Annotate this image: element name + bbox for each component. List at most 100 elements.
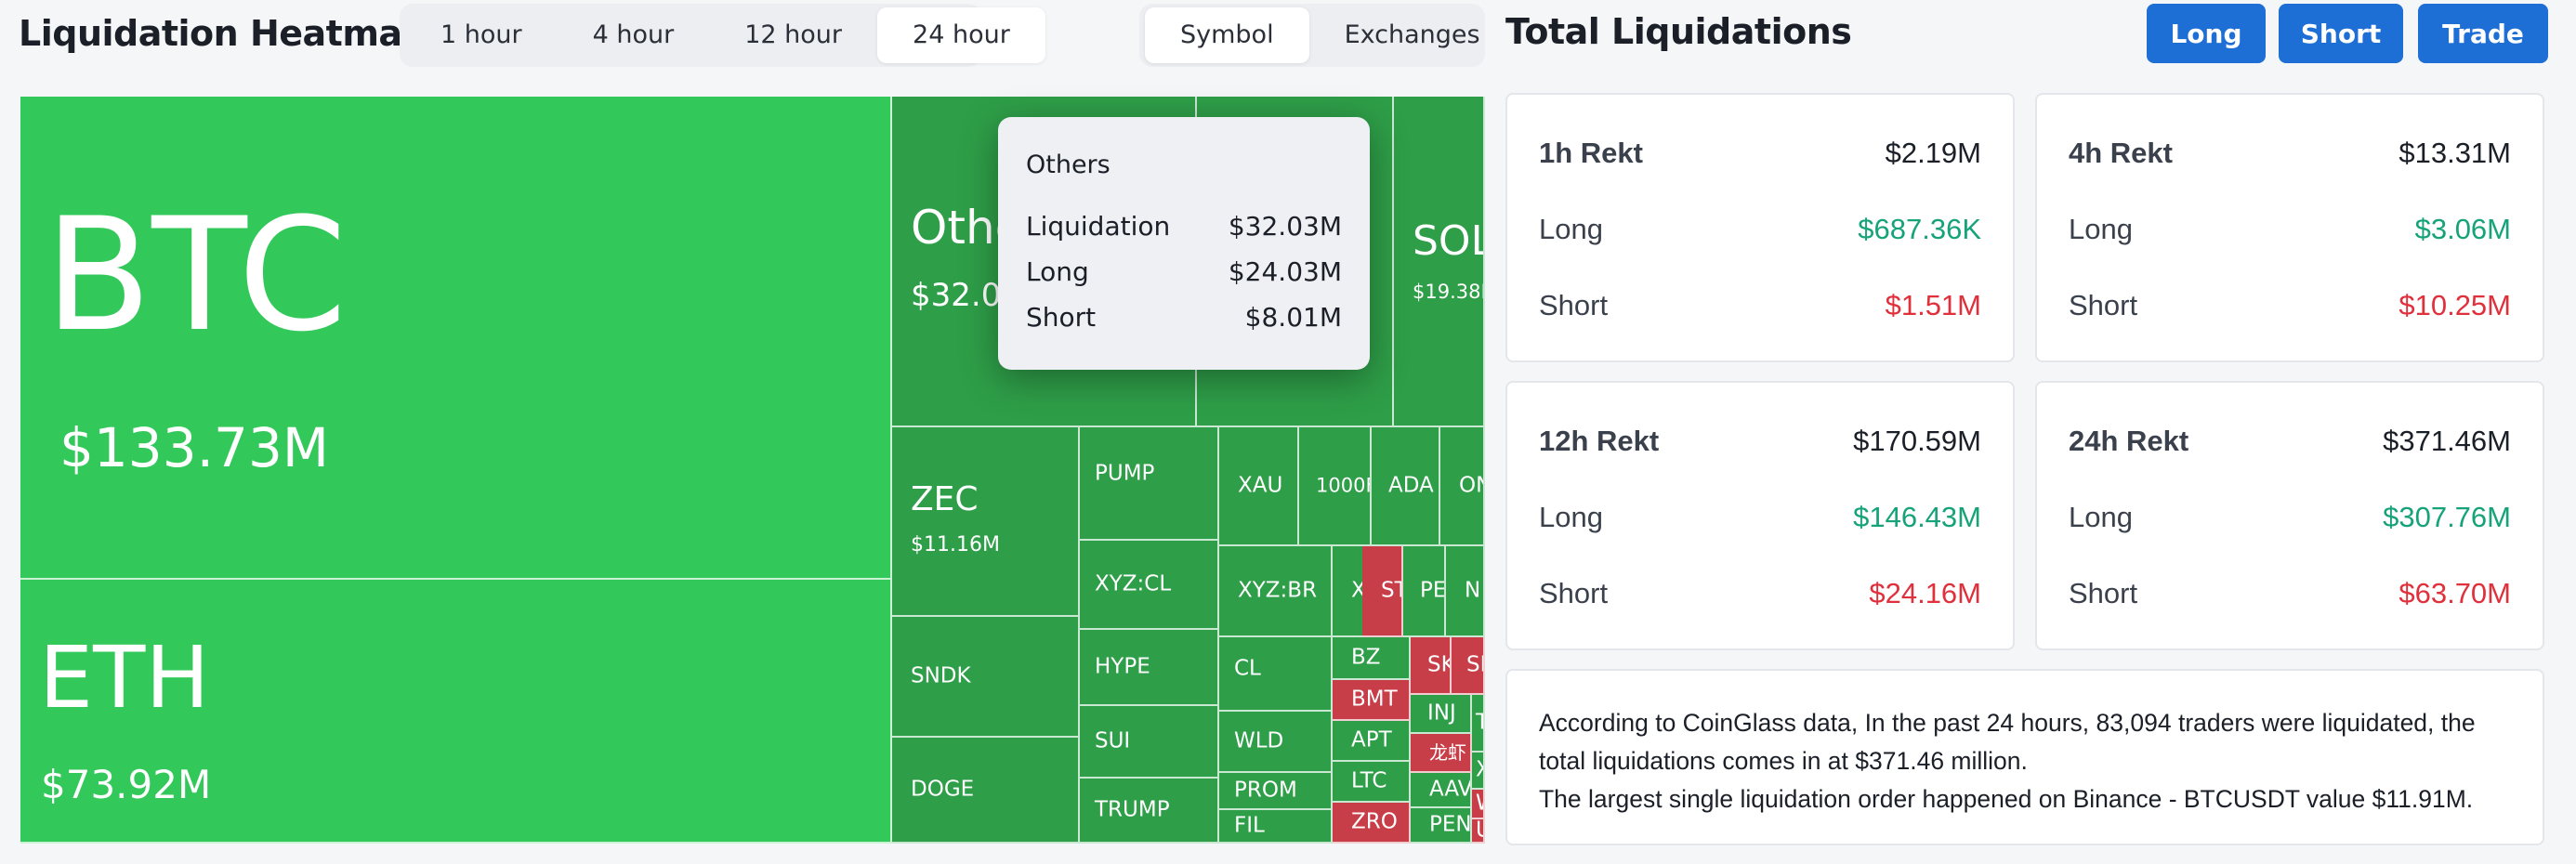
short-label: Short bbox=[1539, 577, 1609, 609]
tile-pen[interactable]: PEN bbox=[1411, 808, 1472, 844]
short-value: $1.51M bbox=[1885, 289, 1981, 321]
tile-trump-symbol: TRUMP bbox=[1095, 797, 1170, 822]
tile-xyz-cl-symbol: XYZ:CL bbox=[1095, 571, 1172, 596]
tile-fil[interactable]: FIL bbox=[1219, 810, 1333, 844]
tile-btc[interactable]: BTC $133.73M bbox=[20, 97, 892, 580]
tile-aave[interactable]: AAV bbox=[1411, 773, 1472, 808]
tile-apt-symbol: APT bbox=[1351, 727, 1392, 753]
tile-zec[interactable]: ZEC $11.16M bbox=[892, 427, 1080, 617]
grouping-tabs: Symbol Exchanges bbox=[1139, 4, 1485, 67]
tooltip-row-long: Long $24.03M bbox=[1026, 256, 1342, 302]
card-24h-rekt: 24h Rekt $371.46M Long $307.76M Short $6… bbox=[2035, 381, 2544, 650]
tile-trump[interactable]: TRUMP bbox=[1080, 779, 1219, 844]
tooltip-value: $32.03M bbox=[1228, 211, 1342, 242]
tile-bmt[interactable]: BMT bbox=[1333, 680, 1411, 721]
tile-zro[interactable]: ZRO bbox=[1333, 803, 1411, 844]
tile-ski[interactable]: SKI bbox=[1411, 637, 1452, 695]
card-header: 12h Rekt $170.59M bbox=[1539, 403, 1981, 479]
tile-lobster[interactable]: 龙虾 bbox=[1411, 734, 1472, 773]
tile-eth-value: $73.92M bbox=[41, 762, 212, 807]
tile-prom[interactable]: PROM bbox=[1219, 773, 1333, 810]
long-value: $687.36K bbox=[1858, 213, 1981, 245]
card-long-row: Long $687.36K bbox=[1539, 191, 1981, 268]
tile-st[interactable]: ST bbox=[1362, 546, 1403, 637]
tile-zec-value: $11.16M bbox=[911, 533, 1000, 556]
tile-n[interactable]: N bbox=[1446, 546, 1485, 637]
tile-st-symbol: ST bbox=[1381, 578, 1401, 603]
tile-sui[interactable]: SUI bbox=[1080, 706, 1219, 779]
card-header: 24h Rekt $371.46M bbox=[2069, 403, 2511, 479]
tile-sol-symbol: SOL bbox=[1413, 217, 1483, 265]
card-header: 4h Rekt $13.31M bbox=[2069, 115, 2511, 191]
tile-on-symbol: ON bbox=[1459, 473, 1483, 498]
summary-text-line-1: According to CoinGlass data, In the past… bbox=[1539, 709, 2476, 775]
tile-sol-value: $19.38M bbox=[1413, 281, 1483, 303]
treemap-tooltip: Others Liquidation $32.03M Long $24.03M … bbox=[998, 117, 1370, 370]
card-header: 1h Rekt $2.19M bbox=[1539, 115, 1981, 191]
tile-u[interactable]: U bbox=[1472, 819, 1485, 844]
tile-bz[interactable]: BZ bbox=[1333, 637, 1411, 680]
tile-xyz-cl[interactable]: XYZ:CL bbox=[1080, 541, 1219, 630]
tile-xyz-br[interactable]: XYZ:BR bbox=[1219, 546, 1333, 637]
tile-apt[interactable]: APT bbox=[1333, 721, 1411, 762]
tile-pump[interactable]: PUMP bbox=[1080, 427, 1219, 541]
tile-inj[interactable]: INJ bbox=[1411, 695, 1472, 734]
tooltip-value: $24.03M bbox=[1228, 256, 1342, 287]
tile-sp[interactable]: SP bbox=[1452, 637, 1485, 695]
tile-hype[interactable]: HYPE bbox=[1080, 630, 1219, 706]
tab-4-hour[interactable]: 4 hour bbox=[592, 20, 675, 49]
tooltip-row-liquidation: Liquidation $32.03M bbox=[1026, 211, 1342, 256]
tile-sui-symbol: SUI bbox=[1095, 728, 1131, 753]
tile-doge[interactable]: DOGE bbox=[892, 738, 1080, 844]
card-short-row: Short $10.25M bbox=[2069, 268, 2511, 344]
tile-ltc[interactable]: LTC bbox=[1333, 762, 1411, 803]
tile-sp-symbol: SP bbox=[1466, 652, 1483, 677]
long-value: $146.43M bbox=[1853, 501, 1981, 533]
tile-ada-symbol: ADA bbox=[1388, 473, 1434, 498]
tile-zro-symbol: ZRO bbox=[1351, 809, 1398, 834]
summary-text-line-2: The largest single liquidation order hap… bbox=[1539, 785, 2474, 813]
card-long-row: Long $307.76M bbox=[2069, 479, 2511, 556]
card-long-row: Long $3.06M bbox=[2069, 191, 2511, 268]
long-value: $307.76M bbox=[2383, 501, 2511, 533]
tab-exchanges[interactable]: Exchanges bbox=[1344, 20, 1480, 49]
tile-x[interactable]: X bbox=[1472, 753, 1485, 790]
tile-cl[interactable]: CL bbox=[1219, 637, 1333, 712]
short-value: $24.16M bbox=[1869, 577, 1981, 609]
tile-t[interactable]: T bbox=[1472, 695, 1485, 753]
tab-1-hour[interactable]: 1 hour bbox=[440, 20, 522, 49]
card-4h-rekt: 4h Rekt $13.31M Long $3.06M Short $10.25… bbox=[2035, 93, 2544, 362]
tile-sndk-symbol: SNDK bbox=[911, 663, 971, 688]
trade-button[interactable]: Trade bbox=[2418, 4, 2548, 63]
tile-1000f[interactable]: 1000F bbox=[1299, 427, 1372, 546]
tile-wld[interactable]: WLD bbox=[1219, 712, 1333, 773]
long-button[interactable]: Long bbox=[2147, 4, 2266, 63]
tile-xau[interactable]: XAU bbox=[1219, 427, 1299, 546]
tile-pen-symbol: PEN bbox=[1429, 812, 1472, 837]
tile-eth[interactable]: ETH $73.92M bbox=[20, 580, 892, 844]
tile-eth-symbol: ETH bbox=[39, 628, 210, 727]
tile-u-symbol: U bbox=[1472, 819, 1483, 842]
card-label: 24h Rekt bbox=[2069, 425, 2189, 457]
tile-pe[interactable]: PE bbox=[1403, 546, 1446, 637]
card-total: $2.19M bbox=[1885, 137, 1981, 169]
tile-prom-symbol: PROM bbox=[1234, 778, 1297, 803]
short-label: Short bbox=[2069, 577, 2138, 609]
tab-symbol[interactable]: Symbol bbox=[1145, 7, 1309, 63]
tile-sol[interactable]: SOL $19.38M bbox=[1394, 97, 1485, 427]
tile-bz-symbol: BZ bbox=[1351, 645, 1381, 670]
tile-sndk[interactable]: SNDK bbox=[892, 617, 1080, 738]
time-range-tabs: 1 hour 4 hour 12 hour 24 hour bbox=[400, 4, 1045, 67]
tile-zec-symbol: ZEC bbox=[911, 480, 979, 518]
tile-ski-symbol: SKI bbox=[1427, 652, 1450, 677]
tooltip-title: Others bbox=[1026, 151, 1111, 179]
tab-24-hour[interactable]: 24 hour bbox=[877, 7, 1045, 63]
tab-12-hour[interactable]: 12 hour bbox=[744, 20, 843, 49]
tile-w[interactable]: W bbox=[1472, 790, 1485, 819]
short-button[interactable]: Short bbox=[2279, 4, 2403, 63]
tile-ada[interactable]: ADA bbox=[1372, 427, 1440, 546]
short-value: $10.25M bbox=[2399, 289, 2511, 321]
tooltip-label: Liquidation bbox=[1026, 211, 1171, 242]
tile-pump-symbol: PUMP bbox=[1095, 461, 1155, 486]
tile-on[interactable]: ON bbox=[1440, 427, 1485, 546]
